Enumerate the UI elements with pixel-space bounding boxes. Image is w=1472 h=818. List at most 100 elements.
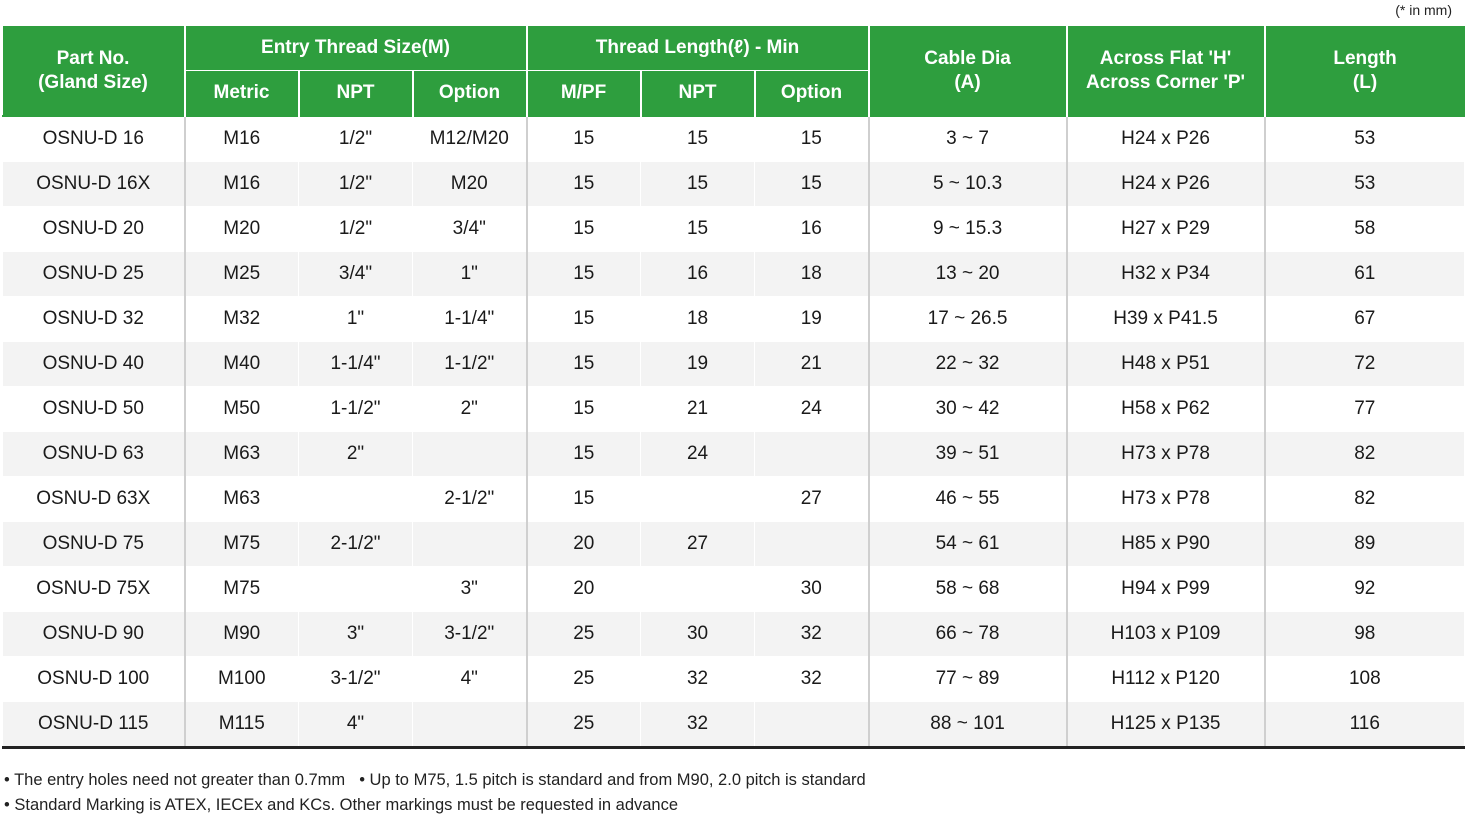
table-row: OSNU-D 90 M90 3" 3-1/2" 25 30 32 66 ~ 78 H103 x … (2, 611, 1466, 657)
cell-thread-length-option: 27 (754, 476, 870, 522)
cell-thread-length-option: 32 (754, 656, 870, 702)
table-row: OSNU-D 16 M16 1/2" M12/M20 15 15 15 3 ~ 7 H24 x … (2, 115, 1466, 162)
cell-across-flat-corner: H73 x P78 (1066, 476, 1266, 522)
cell-thread-length-mpf: 15 (526, 161, 642, 207)
cell-thread-length-option (754, 701, 870, 749)
header-metric: Metric (183, 70, 300, 116)
cell-length: 77 (1264, 386, 1466, 432)
cell-length: 53 (1264, 161, 1466, 207)
cell-metric: M25 (184, 251, 299, 297)
cell-across-flat-corner: H103 x P109 (1066, 611, 1266, 657)
cell-across-flat-corner: H32 x P34 (1066, 251, 1266, 297)
cell-thread-length-mpf: 15 (526, 476, 642, 522)
cell-across-flat-corner: H125 x P135 (1066, 701, 1266, 749)
cell-thread-length-option: 15 (754, 115, 870, 162)
cell-metric: M32 (184, 296, 299, 342)
cell-thread-length-mpf: 25 (526, 701, 642, 749)
cell-cable-dia: 58 ~ 68 (868, 566, 1068, 612)
cell-across-flat-corner: H48 x P51 (1066, 341, 1266, 387)
cell-cable-dia: 5 ~ 10.3 (868, 161, 1068, 207)
cell-cable-dia: 66 ~ 78 (868, 611, 1068, 657)
note-entry-holes: • The entry holes need not greater than … (4, 771, 346, 789)
note-line-1: • The entry holes need not greater than … (4, 768, 866, 793)
header-npt: NPT (297, 70, 414, 116)
cell-metric: M50 (184, 386, 299, 432)
cell-npt (298, 566, 413, 612)
header-mpf: M/PF (525, 70, 642, 116)
cell-length: 82 (1264, 431, 1466, 477)
cell-thread-length-option: 19 (754, 296, 870, 342)
cell-npt: 1/2" (298, 206, 413, 252)
spec-table: Part No. (Gland Size) Entry Thread Size(M… (2, 26, 1466, 749)
cell-thread-length-mpf: 15 (526, 115, 642, 162)
cell-option: M12/M20 (411, 115, 528, 162)
cell-cable-dia: 39 ~ 51 (868, 431, 1068, 477)
cell-part-no: OSNU-D 16X (2, 161, 186, 207)
cell-part-no: OSNU-D 75X (2, 566, 186, 612)
cell-option: 1-1/2" (411, 341, 528, 387)
cell-cable-dia: 30 ~ 42 (868, 386, 1068, 432)
cell-thread-length-option (754, 431, 870, 477)
cell-metric: M75 (184, 521, 299, 567)
header-thread-length: Thread Length(ℓ) - Min (525, 26, 870, 71)
cell-cable-dia: 9 ~ 15.3 (868, 206, 1068, 252)
unit-note: (* in mm) (1395, 2, 1452, 18)
table-row: OSNU-D 16X M16 1/2" M20 15 15 15 5 ~ 10.3 H24 x … (2, 161, 1466, 207)
cell-cable-dia: 13 ~ 20 (868, 251, 1068, 297)
cell-thread-length-npt: 27 (640, 521, 756, 567)
cell-cable-dia: 46 ~ 55 (868, 476, 1068, 522)
cell-thread-length-npt: 15 (640, 161, 756, 207)
cell-thread-length-npt (640, 476, 756, 522)
table-row: OSNU-D 25 M25 3/4" 1" 15 16 18 13 ~ 20 H32 x P34… (2, 251, 1466, 297)
cell-thread-length-option (754, 521, 870, 567)
cell-across-flat-corner: H73 x P78 (1066, 431, 1266, 477)
cell-metric: M63 (184, 476, 299, 522)
cell-thread-length-npt: 30 (640, 611, 756, 657)
cell-npt: 1/2" (298, 115, 413, 162)
cell-part-no: OSNU-D 16 (2, 115, 186, 162)
header-across: Across Flat 'H' Across Corner 'P' (1065, 26, 1266, 116)
cell-thread-length-option: 21 (754, 341, 870, 387)
cell-option: 3/4" (411, 206, 528, 252)
cell-part-no: OSNU-D 63X (2, 476, 186, 522)
cell-part-no: OSNU-D 20 (2, 206, 186, 252)
cell-metric: M100 (184, 656, 299, 702)
cell-thread-length-npt: 18 (640, 296, 756, 342)
table-row: OSNU-D 115 M115 4" 25 32 88 ~ 101 H125 x P135 1… (2, 701, 1466, 749)
cell-option (411, 521, 528, 567)
cell-option (411, 431, 528, 477)
cell-part-no: OSNU-D 25 (2, 251, 186, 297)
cell-thread-length-mpf: 20 (526, 566, 642, 612)
cell-part-no: OSNU-D 40 (2, 341, 186, 387)
cell-thread-length-npt: 24 (640, 431, 756, 477)
cell-thread-length-npt: 15 (640, 206, 756, 252)
cell-thread-length-npt: 21 (640, 386, 756, 432)
table-header: Part No. (Gland Size) Entry Thread Size(M… (2, 26, 1465, 116)
cell-option: M20 (411, 161, 528, 207)
cell-length: 82 (1264, 476, 1466, 522)
cell-thread-length-mpf: 20 (526, 521, 642, 567)
cell-thread-length-mpf: 25 (526, 611, 642, 657)
cell-cable-dia: 3 ~ 7 (868, 115, 1068, 162)
table-row: OSNU-D 32 M32 1" 1-1/4" 15 18 19 17 ~ 26.5 H39 x… (2, 296, 1466, 342)
cell-thread-length-mpf: 15 (526, 296, 642, 342)
cell-part-no: OSNU-D 75 (2, 521, 186, 567)
cell-thread-length-option: 32 (754, 611, 870, 657)
header-option-length: Option (753, 70, 870, 116)
cell-across-flat-corner: H58 x P62 (1066, 386, 1266, 432)
cell-part-no: OSNU-D 100 (2, 656, 186, 702)
cell-length: 92 (1264, 566, 1466, 612)
cell-cable-dia: 77 ~ 89 (868, 656, 1068, 702)
header-cable-dia: Cable Dia (A) (867, 26, 1068, 116)
cell-npt: 1-1/2" (298, 386, 413, 432)
cell-part-no: OSNU-D 32 (2, 296, 186, 342)
cell-part-no: OSNU-D 63 (2, 431, 186, 477)
table-row: OSNU-D 100 M100 3-1/2" 4" 25 32 32 77 ~ 89 H112 … (2, 656, 1466, 702)
header-length: Length (L) (1263, 26, 1465, 116)
cell-across-flat-corner: H94 x P99 (1066, 566, 1266, 612)
cell-cable-dia: 88 ~ 101 (868, 701, 1068, 749)
cell-thread-length-npt (640, 566, 756, 612)
cell-metric: M40 (184, 341, 299, 387)
cell-thread-length-npt: 32 (640, 656, 756, 702)
note-marking: • Standard Marking is ATEX, IECEx and KC… (4, 796, 679, 814)
